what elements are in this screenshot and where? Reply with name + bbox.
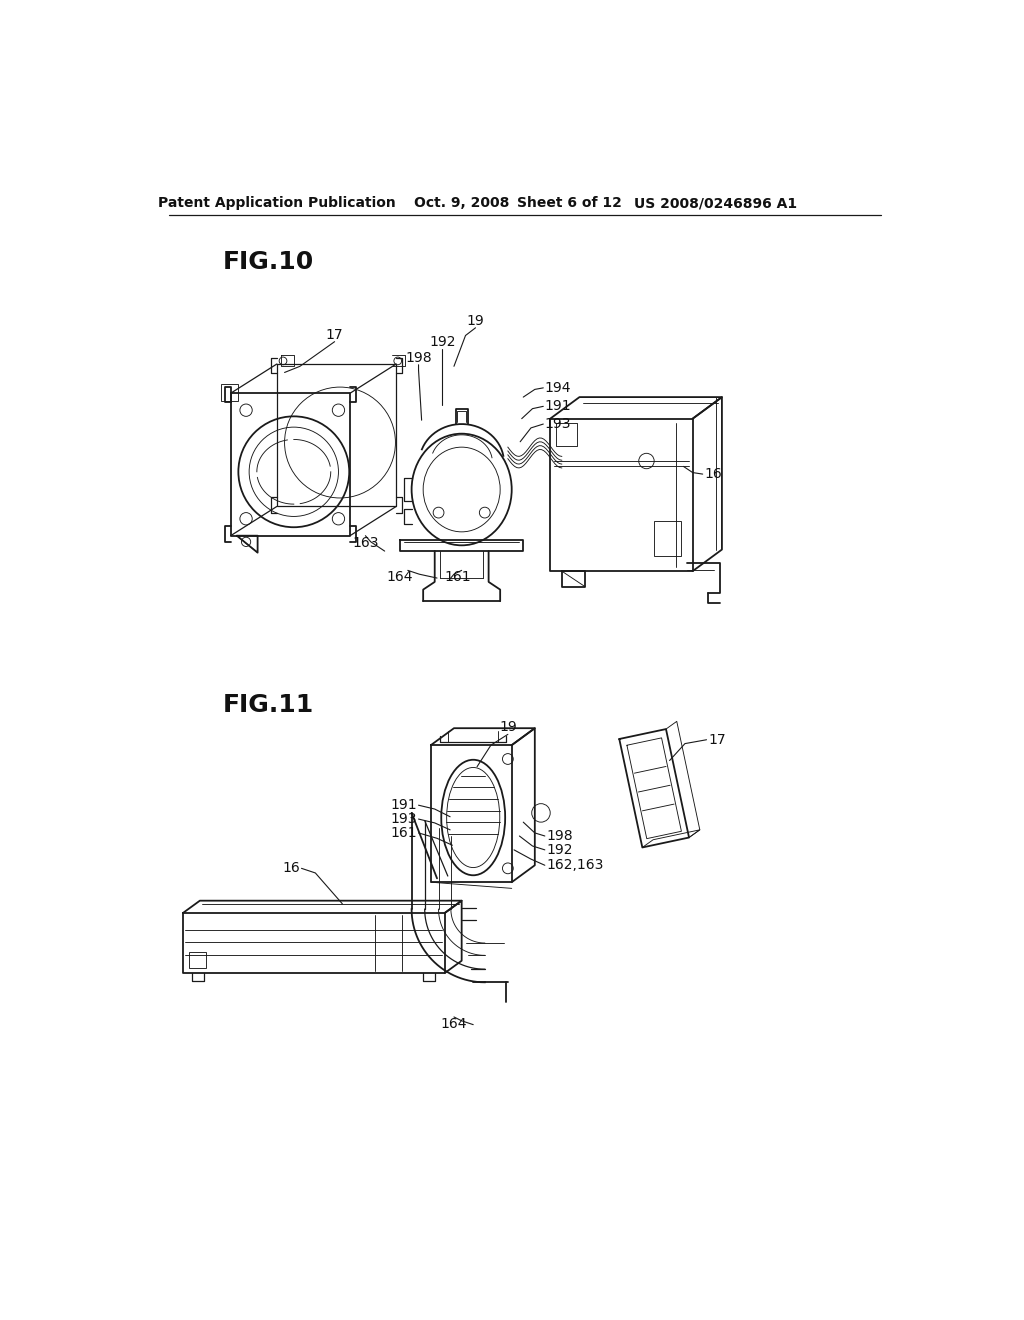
Bar	[221, 384, 239, 401]
Text: Sheet 6 of 12: Sheet 6 of 12	[517, 197, 622, 210]
Text: Patent Application Publication: Patent Application Publication	[158, 197, 395, 210]
Text: 164: 164	[440, 1016, 467, 1031]
Text: US 2008/0246896 A1: US 2008/0246896 A1	[634, 197, 798, 210]
Text: 17: 17	[326, 327, 343, 342]
Text: 161: 161	[390, 826, 417, 840]
Text: 198: 198	[547, 829, 573, 843]
Text: 191: 191	[390, 799, 417, 812]
Text: 16: 16	[283, 862, 300, 875]
Bar	[189, 952, 206, 969]
Text: 19: 19	[499, 721, 517, 734]
Text: 191: 191	[545, 400, 571, 413]
Bar	[654, 521, 681, 556]
Text: FIG.11: FIG.11	[223, 693, 314, 717]
Text: Oct. 9, 2008: Oct. 9, 2008	[414, 197, 509, 210]
Text: 161: 161	[444, 570, 471, 585]
Text: 162,163: 162,163	[547, 858, 604, 873]
Text: 198: 198	[406, 351, 432, 364]
Text: 194: 194	[545, 381, 571, 395]
Text: 164: 164	[387, 570, 414, 585]
Text: 193: 193	[545, 417, 571, 432]
Text: 16: 16	[705, 467, 722, 480]
Text: 193: 193	[390, 812, 417, 826]
Text: 19: 19	[467, 314, 484, 327]
Text: 192: 192	[547, 843, 572, 857]
Text: FIG.10: FIG.10	[223, 251, 314, 275]
Text: 192: 192	[429, 335, 456, 350]
Text: 163: 163	[352, 536, 379, 549]
Text: 17: 17	[708, 733, 726, 747]
